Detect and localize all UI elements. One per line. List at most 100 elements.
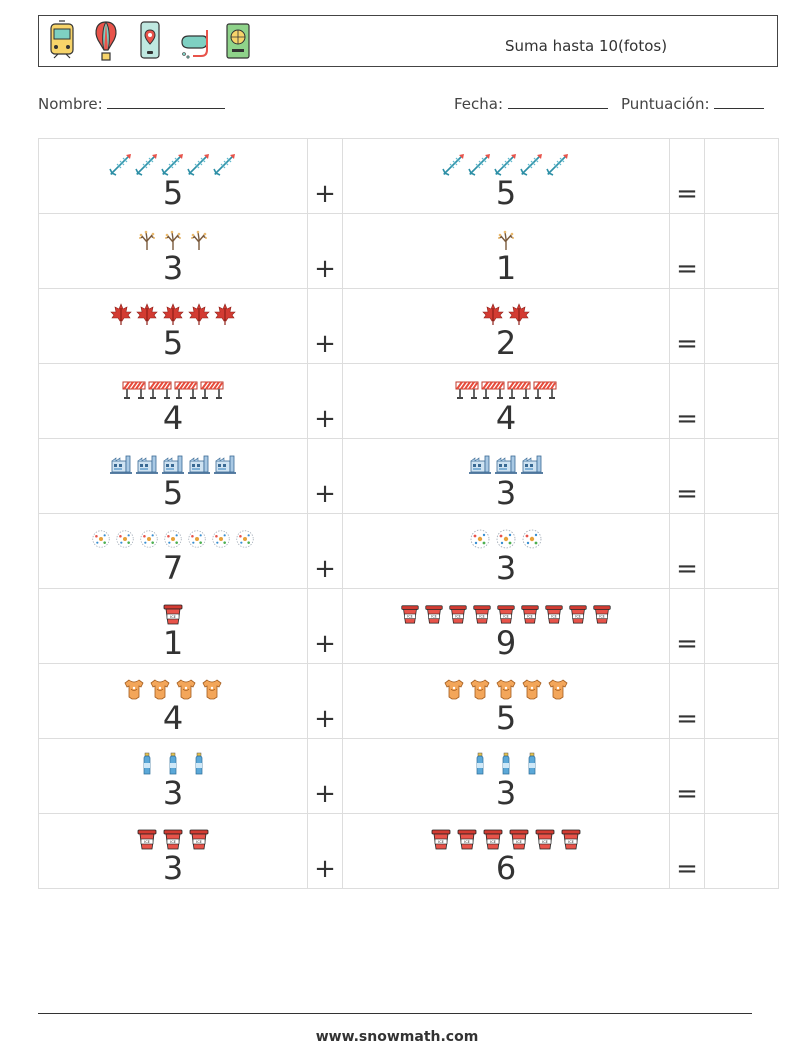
virus-cell-icon bbox=[468, 527, 492, 551]
answer-cell[interactable] bbox=[704, 813, 779, 889]
virus-cell-icon bbox=[234, 528, 256, 550]
equals-sign-cell: = bbox=[669, 363, 705, 439]
coffee-cup-icon bbox=[471, 603, 493, 625]
plus-sign-cell: + bbox=[307, 438, 343, 514]
coffee-cup-icon bbox=[591, 603, 613, 625]
addend-a-cell: 3 bbox=[38, 213, 308, 289]
coffee-cup-icon bbox=[447, 603, 469, 625]
coffee-cup-icon bbox=[559, 827, 583, 851]
addend-number: 5 bbox=[162, 324, 184, 362]
plus-sign-cell: + bbox=[307, 288, 343, 364]
addend-number: 3 bbox=[495, 549, 517, 587]
tram-icon bbox=[47, 20, 77, 62]
coffee-cup-icon bbox=[567, 603, 589, 625]
fish-skeleton-icon bbox=[442, 152, 466, 176]
answer-cell[interactable] bbox=[704, 438, 779, 514]
header-icons bbox=[47, 20, 253, 62]
equals-sign-cell: = bbox=[669, 813, 705, 889]
addend-a-cell: 3 bbox=[38, 738, 308, 814]
coffee-cup-icon bbox=[161, 602, 185, 626]
maple-leaf-icon bbox=[161, 302, 185, 326]
road-barrier-icon bbox=[533, 377, 557, 401]
addend-b-cell: 5 bbox=[342, 138, 670, 214]
addend-number: 3 bbox=[495, 774, 517, 812]
baby-onesie-icon bbox=[520, 677, 544, 701]
plus-sign-cell: + bbox=[307, 588, 343, 664]
water-bottle-icon bbox=[474, 752, 486, 776]
answer-cell[interactable] bbox=[704, 213, 779, 289]
score-blank[interactable] bbox=[714, 94, 765, 109]
plus-sign: + bbox=[314, 779, 336, 809]
fish-skeleton-icon bbox=[494, 152, 518, 176]
snorkel-mask-icon bbox=[179, 20, 209, 62]
coffee-cup-icon bbox=[481, 827, 505, 851]
addend-number: 3 bbox=[162, 774, 184, 812]
plus-sign-cell: + bbox=[307, 813, 343, 889]
page-title: Suma hasta 10(fotos) bbox=[505, 37, 668, 55]
footer-divider bbox=[38, 1013, 752, 1014]
answer-cell[interactable] bbox=[704, 663, 779, 739]
coffee-cup-icon bbox=[533, 827, 557, 851]
coffee-cup-icon bbox=[429, 827, 453, 851]
coffee-cup-icon bbox=[187, 827, 211, 851]
name-label: Nombre: bbox=[38, 95, 103, 113]
equals-sign: = bbox=[676, 179, 698, 209]
addend-b-cell: 9 bbox=[342, 588, 670, 664]
worksheet-table: 5 +5 = 3 +1 = 5 +2 = 4 +4 = 5 +3 = 7 +3 = 1 +9 = 4 +5 = 3 +3 = 3 +6 = bbox=[38, 138, 779, 889]
road-barrier-icon bbox=[455, 377, 479, 401]
addend-number: 1 bbox=[495, 249, 517, 287]
plus-sign-cell: + bbox=[307, 363, 343, 439]
date-blank[interactable] bbox=[507, 94, 608, 109]
answer-cell[interactable] bbox=[704, 288, 779, 364]
baby-onesie-icon bbox=[148, 677, 172, 701]
addend-number: 4 bbox=[162, 699, 184, 737]
table-row: 3 +3 = bbox=[38, 738, 779, 814]
coffee-cup-icon bbox=[543, 603, 565, 625]
addend-number: 6 bbox=[495, 849, 517, 887]
plus-sign: + bbox=[314, 404, 336, 434]
table-row: 4 +5 = bbox=[38, 663, 779, 739]
hot-air-balloon-icon bbox=[91, 20, 121, 62]
table-row: 5 +2 = bbox=[38, 288, 779, 364]
plus-sign-cell: + bbox=[307, 213, 343, 289]
answer-cell[interactable] bbox=[704, 363, 779, 439]
addend-number: 3 bbox=[495, 474, 517, 512]
addend-number: 2 bbox=[495, 324, 517, 362]
addend-b-cell: 3 bbox=[342, 438, 670, 514]
bare-branch-icon bbox=[187, 227, 211, 251]
maple-leaf-icon bbox=[507, 302, 531, 326]
addend-a-cell: 5 bbox=[38, 438, 308, 514]
addend-number: 5 bbox=[162, 474, 184, 512]
factory-icon bbox=[161, 452, 185, 476]
baby-onesie-icon bbox=[200, 677, 224, 701]
addend-a-cell: 3 bbox=[38, 813, 308, 889]
addend-number: 4 bbox=[495, 399, 517, 437]
baby-onesie-icon bbox=[546, 677, 570, 701]
addend-a-cell: 4 bbox=[38, 663, 308, 739]
coffee-cup-icon bbox=[399, 603, 421, 625]
addend-a-cell: 7 bbox=[38, 513, 308, 589]
answer-cell[interactable] bbox=[704, 738, 779, 814]
baby-onesie-icon bbox=[122, 677, 146, 701]
equals-sign-cell: = bbox=[669, 288, 705, 364]
equals-sign: = bbox=[676, 479, 698, 509]
baby-onesie-icon bbox=[174, 677, 198, 701]
maple-leaf-icon bbox=[109, 302, 133, 326]
bare-branch-icon bbox=[494, 227, 518, 251]
fish-skeleton-icon bbox=[468, 152, 492, 176]
answer-cell[interactable] bbox=[704, 588, 779, 664]
answer-cell[interactable] bbox=[704, 513, 779, 589]
factory-icon bbox=[213, 452, 237, 476]
equals-sign-cell: = bbox=[669, 663, 705, 739]
water-bottle-icon bbox=[500, 752, 512, 776]
fish-skeleton-icon bbox=[187, 152, 211, 176]
addend-number: 5 bbox=[495, 174, 517, 212]
answer-cell[interactable] bbox=[704, 138, 779, 214]
plus-sign: + bbox=[314, 704, 336, 734]
plus-sign: + bbox=[314, 479, 336, 509]
fish-skeleton-icon bbox=[109, 152, 133, 176]
factory-icon bbox=[109, 452, 133, 476]
name-blank[interactable] bbox=[107, 94, 226, 109]
road-barrier-icon bbox=[174, 377, 198, 401]
score-label: Puntuación: bbox=[621, 95, 710, 113]
